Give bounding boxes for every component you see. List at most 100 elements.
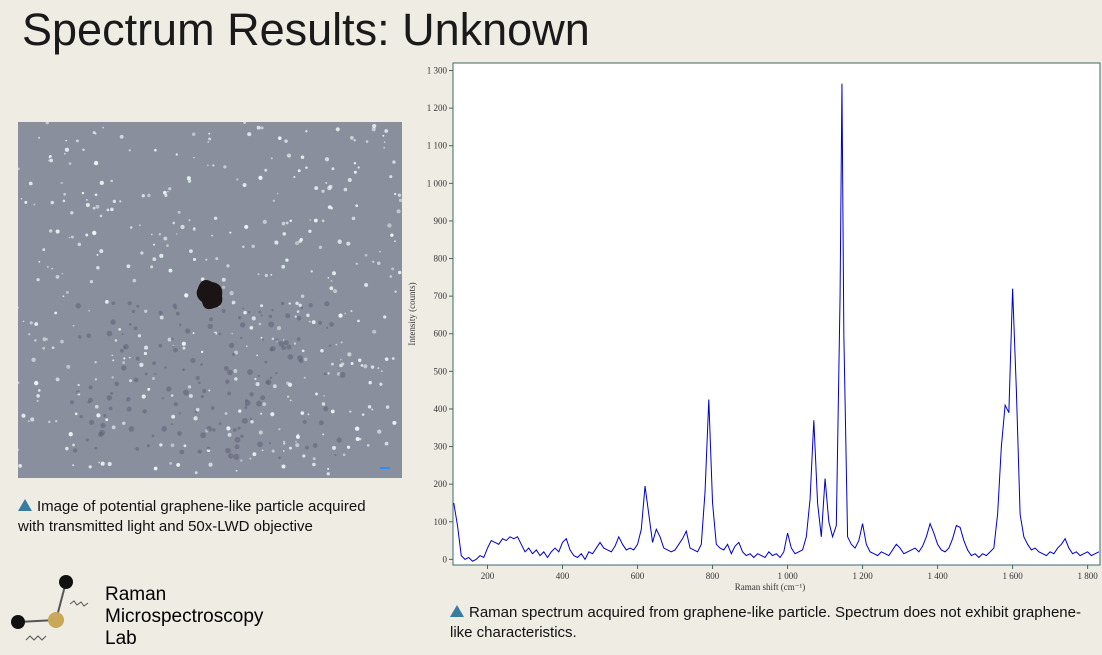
debris bbox=[323, 406, 329, 412]
speck bbox=[110, 179, 114, 183]
speck bbox=[312, 462, 316, 467]
speck bbox=[152, 257, 157, 262]
speck bbox=[264, 168, 268, 172]
speck bbox=[18, 448, 20, 451]
debris bbox=[120, 348, 124, 353]
debris bbox=[318, 321, 323, 325]
debris bbox=[260, 395, 266, 401]
speck bbox=[18, 306, 19, 309]
speck bbox=[85, 198, 88, 201]
y-tick-label: 400 bbox=[434, 404, 448, 414]
x-tick-label: 1 400 bbox=[927, 571, 948, 581]
speck bbox=[21, 413, 26, 418]
debris bbox=[278, 341, 285, 347]
debris bbox=[242, 307, 245, 310]
speck bbox=[28, 333, 31, 336]
speck bbox=[181, 341, 186, 346]
debris bbox=[111, 301, 116, 306]
particle bbox=[196, 280, 223, 310]
debris bbox=[135, 356, 140, 361]
speck bbox=[171, 414, 176, 419]
speck bbox=[49, 158, 54, 163]
speck bbox=[77, 383, 80, 387]
debris bbox=[162, 397, 165, 400]
x-tick-label: 800 bbox=[706, 571, 720, 581]
speck bbox=[324, 157, 330, 162]
speck bbox=[68, 432, 73, 437]
debris bbox=[100, 422, 106, 429]
debris bbox=[221, 308, 226, 313]
debris bbox=[241, 417, 248, 424]
speck bbox=[167, 337, 172, 342]
debris bbox=[244, 404, 248, 407]
speck bbox=[159, 315, 164, 320]
debris bbox=[152, 361, 156, 365]
debris bbox=[248, 311, 251, 314]
speck bbox=[249, 457, 252, 460]
debris bbox=[183, 389, 189, 396]
speck bbox=[325, 182, 328, 184]
speck bbox=[281, 464, 286, 469]
speck bbox=[349, 410, 352, 413]
speck bbox=[137, 334, 142, 338]
speck bbox=[398, 198, 402, 203]
speck bbox=[358, 437, 362, 441]
logo-text: Raman bbox=[105, 584, 166, 605]
debris bbox=[228, 342, 235, 349]
debris bbox=[195, 375, 200, 380]
speck bbox=[126, 264, 131, 269]
speck bbox=[150, 265, 154, 269]
speck bbox=[276, 192, 279, 195]
debris bbox=[158, 310, 164, 316]
debris bbox=[326, 326, 329, 329]
speck bbox=[270, 412, 275, 417]
speck bbox=[224, 412, 228, 415]
speck bbox=[338, 313, 343, 318]
speck bbox=[66, 364, 71, 369]
debris bbox=[166, 386, 172, 392]
speck bbox=[45, 122, 49, 125]
speck bbox=[114, 339, 118, 342]
logo bbox=[11, 575, 89, 641]
chart-caption-text: Raman spectrum acquired from graphene-li… bbox=[450, 604, 1081, 641]
speck bbox=[257, 273, 260, 276]
speck bbox=[129, 379, 133, 383]
speck bbox=[301, 349, 305, 353]
speck bbox=[122, 421, 126, 425]
debris bbox=[72, 448, 78, 453]
speck bbox=[383, 315, 387, 319]
debris bbox=[135, 447, 140, 451]
debris bbox=[300, 306, 304, 310]
speck bbox=[327, 372, 330, 375]
debris bbox=[239, 336, 243, 340]
debris bbox=[324, 301, 330, 307]
speck bbox=[231, 332, 234, 335]
speck bbox=[353, 170, 357, 174]
y-tick-label: 800 bbox=[434, 254, 448, 264]
debris bbox=[257, 374, 261, 378]
speck bbox=[300, 155, 305, 159]
debris bbox=[88, 397, 93, 403]
debris bbox=[123, 346, 126, 349]
speck bbox=[159, 443, 163, 447]
debris bbox=[106, 330, 113, 337]
plot-area bbox=[452, 62, 1101, 566]
speck bbox=[326, 472, 330, 476]
x-tick-label: 400 bbox=[556, 571, 570, 581]
speck bbox=[189, 249, 193, 254]
speck bbox=[390, 233, 394, 237]
speck bbox=[298, 303, 302, 307]
speck bbox=[170, 394, 174, 397]
debris bbox=[190, 358, 196, 364]
y-tick-label: 900 bbox=[434, 216, 448, 226]
speck bbox=[357, 320, 360, 323]
speck bbox=[192, 332, 195, 335]
speck bbox=[175, 153, 178, 156]
speck bbox=[313, 218, 318, 223]
speck bbox=[271, 337, 275, 341]
debris bbox=[237, 426, 241, 430]
speck bbox=[234, 377, 238, 381]
speck bbox=[242, 182, 247, 188]
debris bbox=[207, 323, 213, 330]
speck bbox=[274, 240, 279, 245]
